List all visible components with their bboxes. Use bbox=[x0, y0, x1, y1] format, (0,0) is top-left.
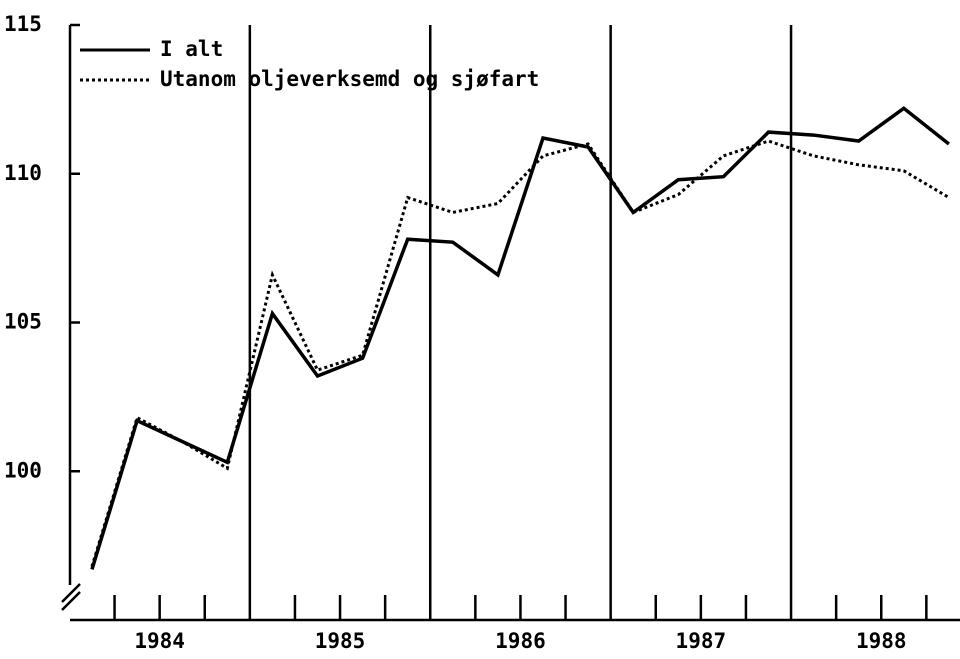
y-tick-label: 110 bbox=[4, 161, 42, 185]
axis-break bbox=[61, 583, 81, 603]
x-tick-label: 1984 bbox=[134, 629, 185, 653]
y-tick-label: 115 bbox=[4, 12, 42, 36]
y-tick-label: 100 bbox=[4, 458, 42, 482]
x-tick-label: 1988 bbox=[856, 629, 907, 653]
x-tick-label: 1985 bbox=[315, 629, 366, 653]
legend-label: I alt bbox=[160, 37, 223, 61]
x-tick-label: 1986 bbox=[495, 629, 546, 653]
legend-label: Utanom oljeverksemd og sjøfart bbox=[160, 67, 539, 91]
axis-break bbox=[61, 591, 81, 611]
y-tick-label: 105 bbox=[4, 310, 42, 334]
x-tick-label: 1987 bbox=[676, 629, 727, 653]
line-series bbox=[90, 139, 950, 567]
line-series bbox=[90, 106, 950, 570]
